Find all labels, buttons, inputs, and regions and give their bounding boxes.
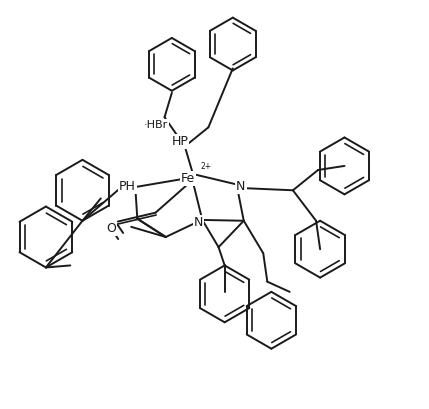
- Text: PH: PH: [119, 180, 136, 193]
- Text: 2+: 2+: [201, 162, 212, 171]
- Text: Fe: Fe: [181, 172, 195, 184]
- Text: N: N: [193, 216, 203, 229]
- Text: N: N: [236, 180, 245, 193]
- Text: O: O: [106, 222, 116, 235]
- Text: ·HBr: ·HBr: [143, 120, 168, 130]
- Text: HP: HP: [172, 135, 188, 148]
